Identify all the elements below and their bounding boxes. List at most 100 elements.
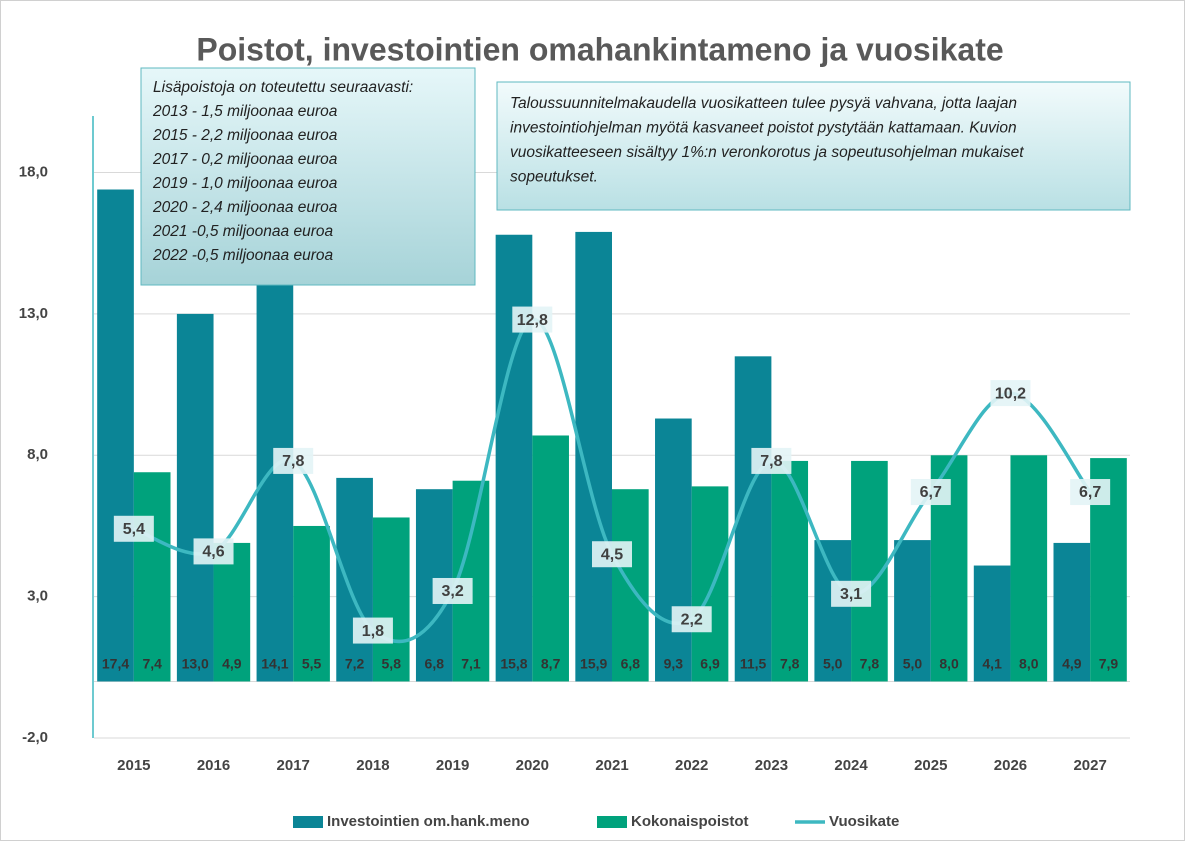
annotation-box xyxy=(140,67,476,286)
annotation-text: 2019 - 1,0 miljoonaa euroa xyxy=(152,175,338,192)
x-tick-label: 2019 xyxy=(436,757,469,774)
bar-value-label: 5,8 xyxy=(382,656,402,672)
label-box xyxy=(990,380,1031,407)
label-box xyxy=(671,606,712,633)
line-value-label: 12,8 xyxy=(517,312,548,329)
bar-value-label: 8,0 xyxy=(1019,656,1039,672)
bar-value-label: 7,8 xyxy=(860,656,880,672)
x-tick-label: 2016 xyxy=(197,757,230,774)
bar xyxy=(1053,542,1091,682)
y-tick-label: 3,0 xyxy=(27,588,48,605)
y-tick-label: 18,0 xyxy=(19,164,48,181)
label-box xyxy=(193,538,234,565)
x-tick-label: 2024 xyxy=(834,757,868,774)
line-value-label: 3,2 xyxy=(441,583,463,600)
legend-swatch xyxy=(293,816,323,828)
label-box xyxy=(113,515,154,542)
bar-value-label: 6,8 xyxy=(425,656,445,672)
annotation-text: 2017 - 0,2 miljoonaa euroa xyxy=(152,151,338,168)
legend-label: Kokonaispoistot xyxy=(631,813,749,830)
bar-value-label: 7,2 xyxy=(345,656,365,672)
annotation-text: Taloussuunnitelmakaudella vuosikatteen t… xyxy=(510,95,1017,112)
line-value-label: 7,8 xyxy=(282,453,304,470)
x-tick-label: 2022 xyxy=(675,757,708,774)
bar-value-label: 14,1 xyxy=(261,656,288,672)
label-box xyxy=(273,447,314,474)
annotation-text: sopeutukset. xyxy=(510,169,598,186)
bar-value-label: 11,5 xyxy=(740,656,767,672)
bar xyxy=(771,460,809,682)
line-value-label: 3,1 xyxy=(840,586,862,603)
bar xyxy=(293,525,330,682)
annotation-box xyxy=(496,81,1131,211)
bar-value-label: 4,1 xyxy=(982,656,1002,672)
bar xyxy=(336,477,373,682)
line-value-label: 4,6 xyxy=(202,544,224,561)
y-tick-label: 13,0 xyxy=(19,305,48,322)
bar-value-label: 7,4 xyxy=(142,656,162,672)
bar-value-label: 7,1 xyxy=(461,656,481,672)
annotation-text: Lisäpoistoja on toteutettu seuraavasti: xyxy=(153,79,413,96)
line-value-label: 6,7 xyxy=(1079,484,1101,501)
bar-value-label: 6,8 xyxy=(621,656,641,672)
legend-label: Investointien om.hank.meno xyxy=(327,813,530,830)
bar xyxy=(734,356,772,682)
x-tick-label: 2020 xyxy=(516,757,549,774)
bar-value-label: 4,9 xyxy=(1062,656,1082,672)
bar xyxy=(691,486,729,682)
line-value-label: 4,5 xyxy=(601,546,623,563)
line-value-label: 2,2 xyxy=(681,611,703,628)
line-value-label: 5,4 xyxy=(123,521,145,538)
label-box xyxy=(910,479,951,506)
chart-title: Poistot, investointien omahankintameno j… xyxy=(196,31,1003,67)
bar-value-label: 17,4 xyxy=(102,656,129,672)
annotation-text: 2020 - 2,4 miljoonaa euroa xyxy=(152,199,338,216)
x-tick-label: 2017 xyxy=(277,757,310,774)
bar-value-label: 4,9 xyxy=(222,656,242,672)
bar xyxy=(372,517,410,682)
bar xyxy=(495,234,533,682)
x-tick-label: 2015 xyxy=(117,757,150,774)
x-tick-label: 2026 xyxy=(994,757,1027,774)
label-box xyxy=(352,617,393,644)
legend-label: Vuosikate xyxy=(829,813,899,830)
bar-value-label: 8,7 xyxy=(541,656,561,672)
label-box xyxy=(751,447,792,474)
x-tick-label: 2027 xyxy=(1073,757,1106,774)
bar-value-label: 7,9 xyxy=(1099,656,1119,672)
bar xyxy=(213,542,251,682)
x-tick-label: 2018 xyxy=(356,757,389,774)
bar-value-label: 6,9 xyxy=(700,656,720,672)
annotation-text: vuosikatteeseen sisältyy 1%:n veronkorot… xyxy=(510,144,1024,161)
annotation-text: 2022 -0,5 miljoonaa euroa xyxy=(152,247,333,264)
bar-value-label: 15,8 xyxy=(500,656,527,672)
bar-value-label: 9,3 xyxy=(664,656,684,672)
y-tick-label: -2,0 xyxy=(22,729,48,746)
x-tick-label: 2021 xyxy=(595,757,628,774)
line-value-label: 10,2 xyxy=(995,385,1026,402)
bar xyxy=(532,435,569,682)
bar xyxy=(814,540,852,682)
label-box xyxy=(512,306,553,333)
annotation-text: 2021 -0,5 miljoonaa euroa xyxy=(152,223,333,240)
bar-value-label: 5,0 xyxy=(823,656,843,672)
label-box xyxy=(592,541,632,568)
bar-value-label: 5,0 xyxy=(903,656,923,672)
legend-swatch xyxy=(597,816,627,828)
bar xyxy=(1010,455,1048,682)
bar xyxy=(97,189,134,682)
bar xyxy=(655,418,692,682)
annotation-text: investointiohjelman myötä kasvaneet pois… xyxy=(510,120,1017,137)
annotation-text: 2015 - 2,2 miljoonaa euroa xyxy=(152,127,338,144)
x-tick-label: 2023 xyxy=(755,757,788,774)
annotation-text: 2013 - 1,5 miljoonaa euroa xyxy=(152,103,338,120)
bar-value-label: 15,9 xyxy=(580,656,607,672)
bar xyxy=(133,472,171,682)
bar-value-label: 5,5 xyxy=(302,656,322,672)
bar-value-label: 13,0 xyxy=(182,656,209,672)
bar xyxy=(894,540,931,682)
bar-value-label: 7,8 xyxy=(780,656,800,672)
line-value-label: 1,8 xyxy=(362,623,384,640)
bar xyxy=(973,565,1011,682)
